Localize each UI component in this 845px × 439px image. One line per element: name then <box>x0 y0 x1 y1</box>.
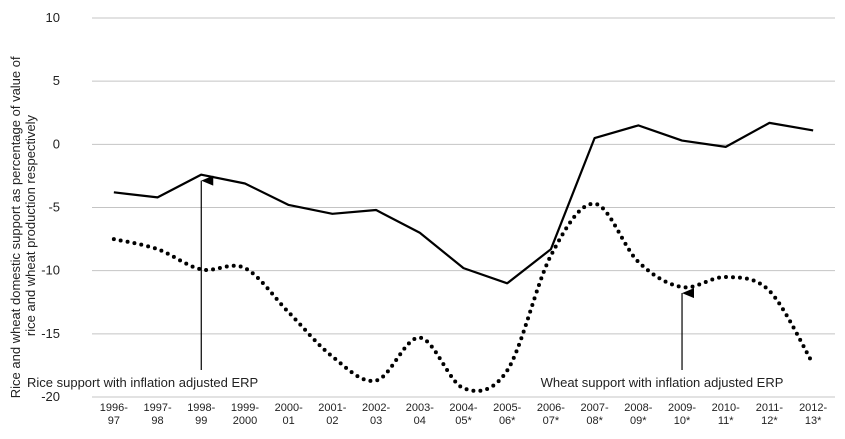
series-lines <box>111 121 816 393</box>
gridlines <box>92 17 835 398</box>
x-tick-label: 2006-07* <box>537 402 565 427</box>
y-axis-label-line-2: rice and wheat production respectively <box>23 114 38 336</box>
annotations: Rice support with inflation adjusted ERP… <box>27 175 784 390</box>
x-tick-label: 1997-98 <box>143 402 171 427</box>
x-tick-label: 2002-03 <box>362 402 390 427</box>
x-tick-label: 1998-99 <box>187 402 215 427</box>
x-tick-label: 2010-11* <box>712 402 740 427</box>
annotation-label: Wheat support with inflation adjusted ER… <box>541 375 784 390</box>
series-wheat-line <box>111 201 816 393</box>
series-rice-line <box>113 121 814 285</box>
x-tick-label: 2000-01 <box>275 402 303 427</box>
y-tick-label: 5 <box>53 73 60 88</box>
y-tick-label: -15 <box>41 326 60 341</box>
y-tick-label: -10 <box>41 263 60 278</box>
x-tick-label: 2007-08* <box>581 402 609 427</box>
x-tick-label: 2004-05* <box>449 402 477 427</box>
x-tick-label: 1999-2000 <box>231 402 259 427</box>
annotation-label: Rice support with inflation adjusted ERP <box>27 375 258 390</box>
y-axis-label-line-1: Rice and wheat domestic support as perce… <box>8 56 23 398</box>
y-tick-label: 0 <box>53 136 60 151</box>
x-tick-label: 2001-02 <box>318 402 346 427</box>
x-tick-label: 2011-12* <box>756 402 784 427</box>
x-tick-labels: 1996-97 1997-98 1998-99 1999-2000 2000-01 200… <box>100 402 828 427</box>
y-axis-label: Rice and wheat domestic support as perce… <box>8 53 38 398</box>
y-tick-label: -5 <box>48 200 60 215</box>
x-tick-label: 2005-06* <box>493 402 521 427</box>
y-tick-label: -20 <box>41 389 60 404</box>
x-tick-label: 1996-97 <box>100 402 128 427</box>
x-tick-label: 2003-04 <box>406 402 434 427</box>
y-tick-label: 10 <box>46 10 60 25</box>
y-tick-labels: 10 5 0 -5 -10 -15 -20 <box>41 10 60 404</box>
x-tick-label: 2012-13* <box>799 402 827 427</box>
x-tick-label: 2008-09* <box>624 402 652 427</box>
x-tick-label: 2009-10* <box>668 402 696 427</box>
